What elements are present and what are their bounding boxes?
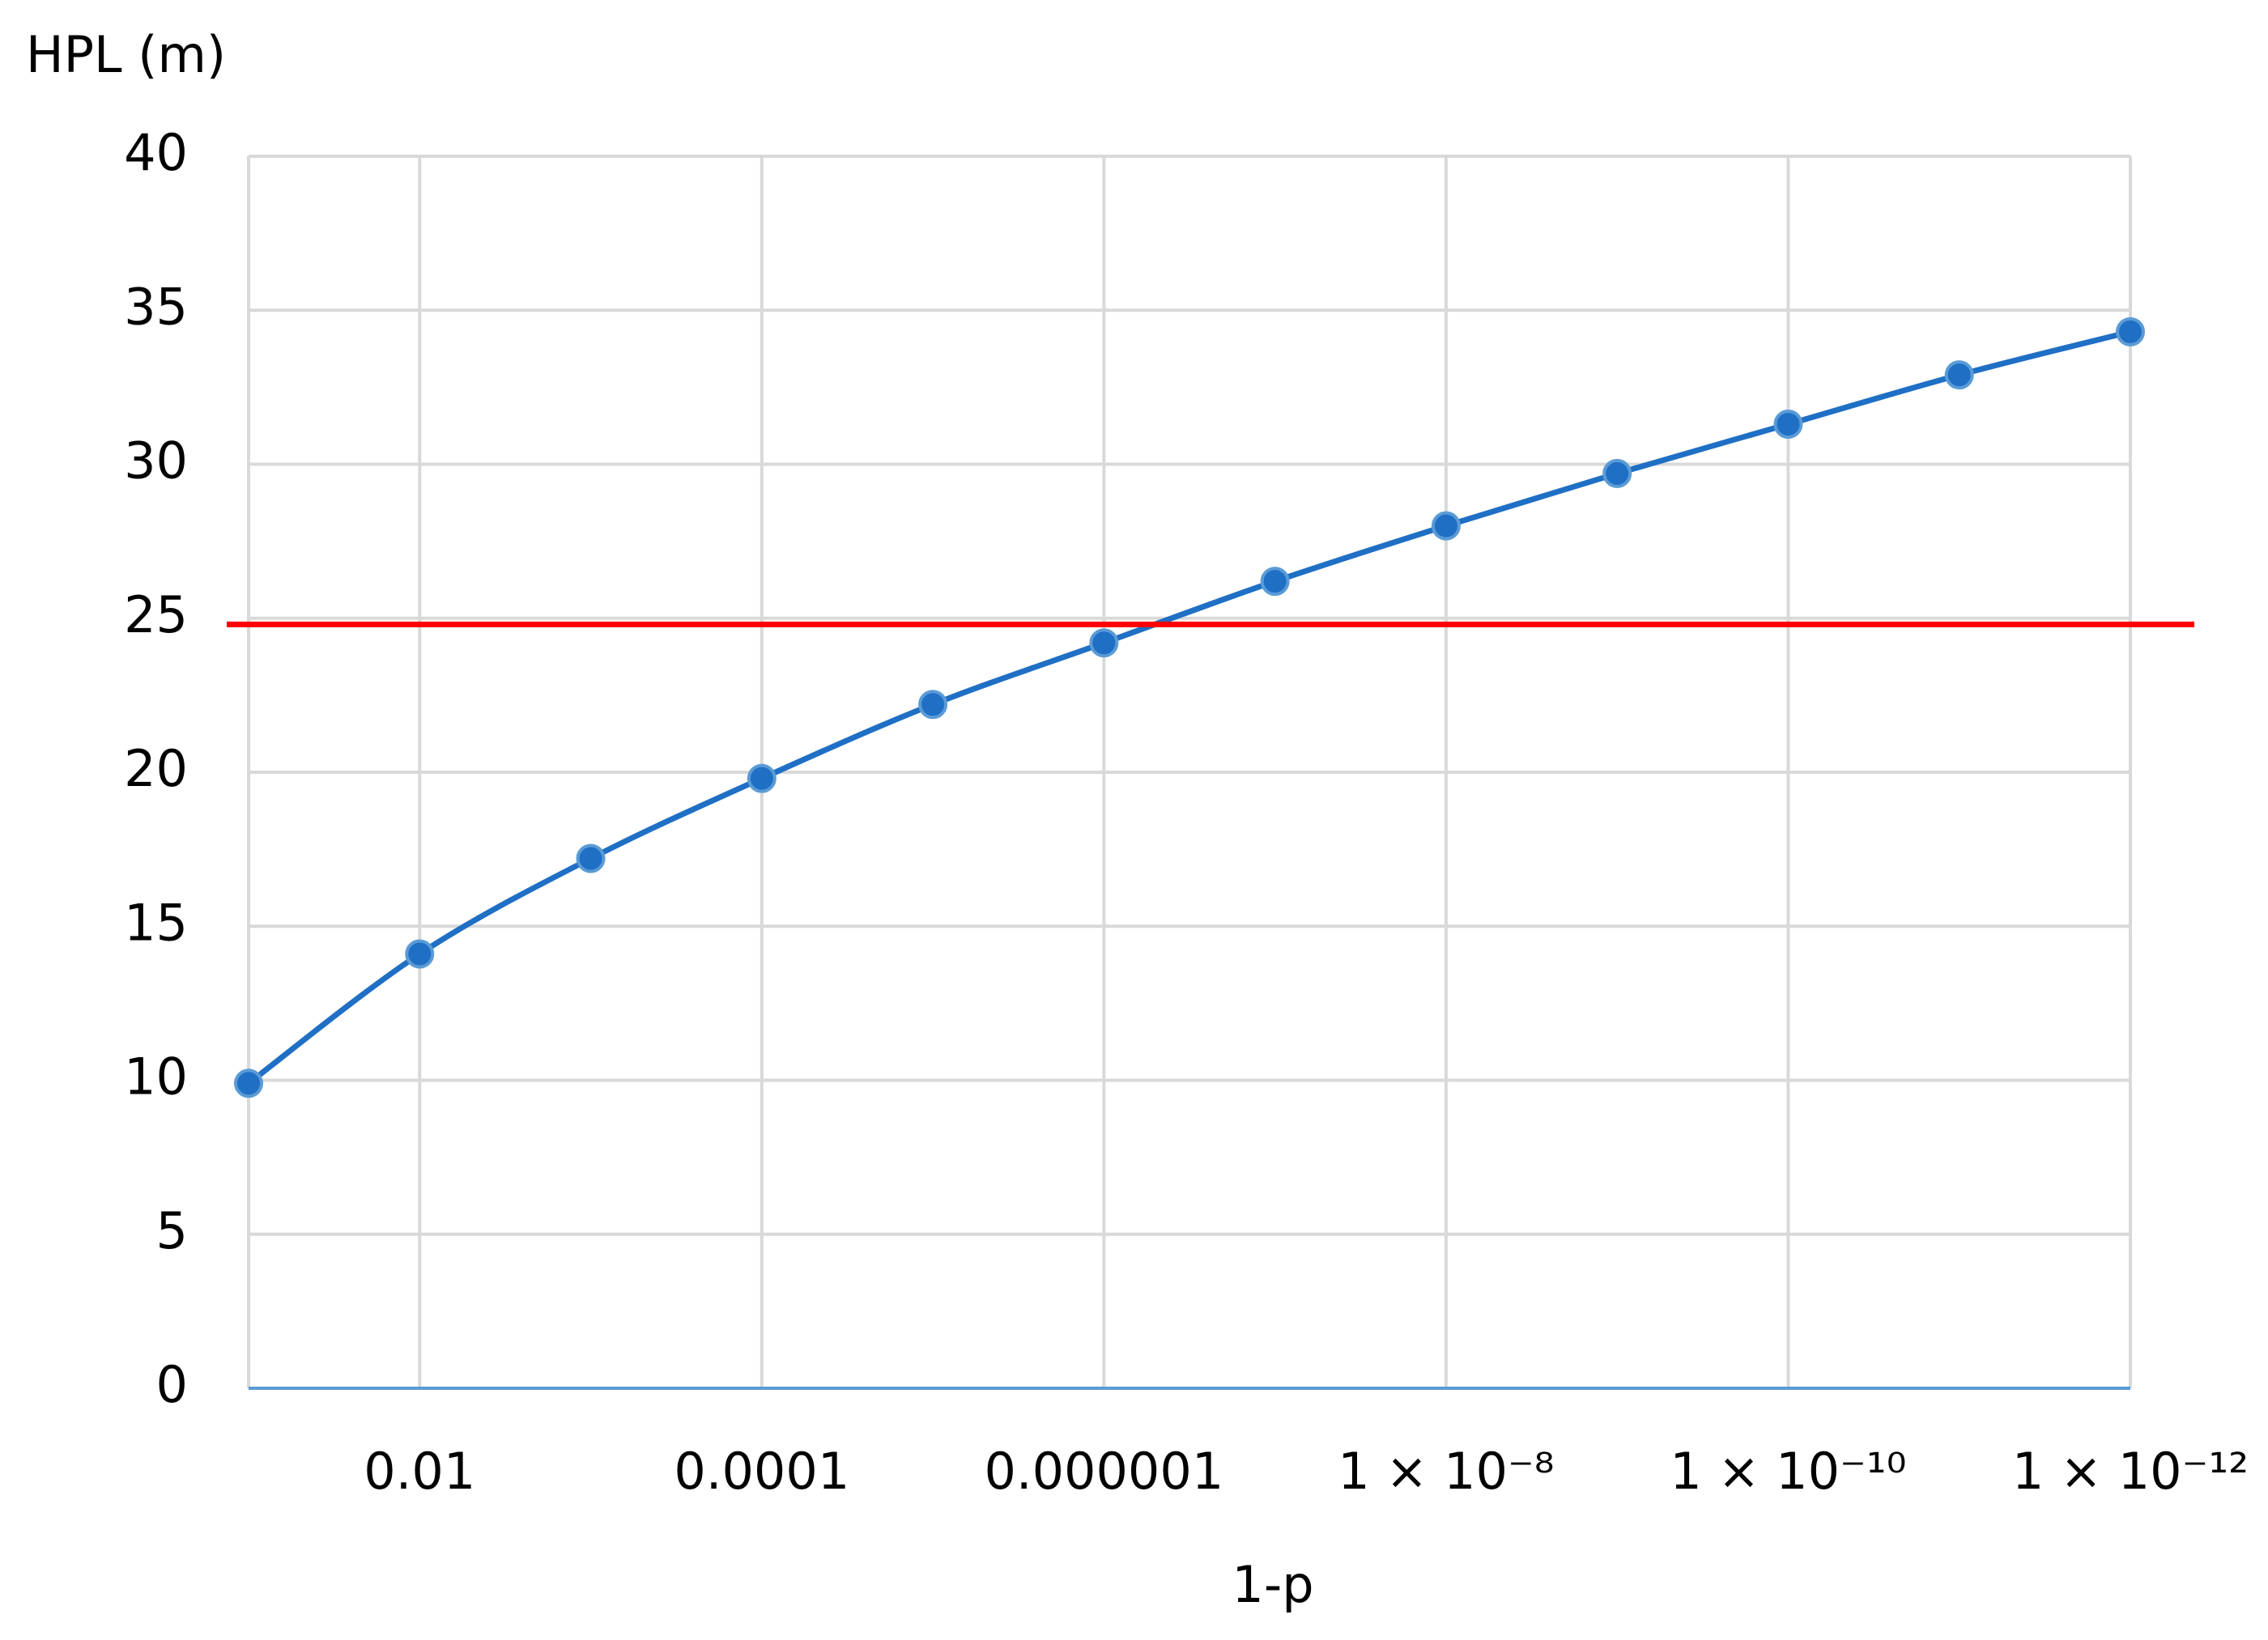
y-tick-label: 10 <box>124 1047 188 1107</box>
data-point <box>234 1069 263 1098</box>
y-axis-label: HPL (m) <box>26 25 226 84</box>
x-tick-label: 0.000001 <box>984 1442 1223 1501</box>
x-tick-label: 0.0001 <box>674 1442 849 1501</box>
data-point <box>1944 360 1974 390</box>
data-point <box>405 939 435 969</box>
y-tick-label: 35 <box>124 277 188 336</box>
y-tick-label: 15 <box>124 893 188 952</box>
data-point <box>1431 511 1461 541</box>
y-tick-label: 40 <box>124 123 188 182</box>
data-point <box>747 763 777 793</box>
x-tick-label: 1 × 10⁻¹² <box>2012 1442 2249 1501</box>
data-point <box>918 690 948 720</box>
x-axis-label: 1-p <box>1232 1555 1313 1614</box>
data-point <box>1089 628 1119 658</box>
x-tick-label: 0.01 <box>364 1442 475 1501</box>
y-tick-label: 30 <box>124 431 188 491</box>
y-tick-label: 25 <box>124 585 188 644</box>
y-tick-label: 20 <box>124 739 188 798</box>
data-point <box>1260 567 1290 597</box>
x-tick-label: 1 × 10⁻¹⁰ <box>1670 1442 1906 1501</box>
x-tick-label: 1 × 10⁻⁸ <box>1338 1442 1554 1501</box>
data-point <box>1602 458 1632 488</box>
y-tick-label: 5 <box>156 1201 188 1260</box>
data-point <box>2116 317 2145 346</box>
data-point <box>576 843 606 873</box>
series-line <box>246 329 2131 1086</box>
data-point <box>1773 410 1803 440</box>
y-tick-label: 0 <box>156 1355 188 1414</box>
